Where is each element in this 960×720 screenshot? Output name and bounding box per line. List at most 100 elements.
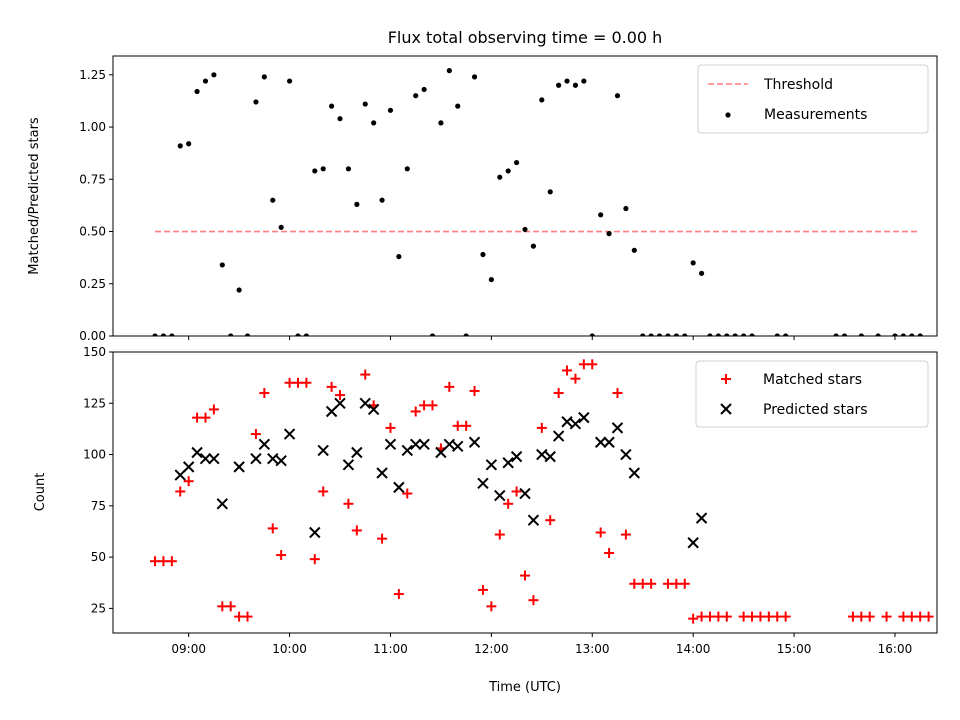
matched-star-point: [494, 529, 505, 540]
matched-star-point: [427, 400, 438, 411]
x-axis-label: Time (UTC): [488, 680, 561, 695]
matched-star-point: [738, 611, 749, 622]
measurement-point: [640, 333, 646, 336]
measurement-point: [749, 333, 755, 336]
measurement-point: [522, 226, 528, 233]
predicted-star-point: [393, 481, 405, 494]
predicted-star-point: [191, 446, 203, 459]
measurement-point: [396, 253, 402, 260]
predicted-star-point: [208, 452, 220, 465]
predicted-star-point: [258, 438, 271, 451]
measurement-point: [211, 72, 217, 78]
matched-star-point: [763, 611, 774, 622]
predicted-star-point: [536, 448, 548, 461]
matched-star-point: [704, 611, 715, 622]
matched-star-point: [578, 359, 589, 370]
x-tick-label: 15:00: [777, 642, 812, 656]
predicted-star-point: [620, 448, 632, 461]
matched-star-point: [662, 578, 673, 589]
matched-star-point: [780, 611, 791, 622]
predicted-star-point: [418, 438, 430, 451]
measurement-point: [253, 99, 259, 105]
y-tick-label: 50: [91, 550, 106, 564]
matched-star-point: [377, 533, 388, 544]
predicted-star-point: [409, 438, 422, 451]
y-tick-label: 25: [91, 601, 106, 615]
measurement-point: [169, 333, 175, 336]
predicted-star-point: [544, 450, 556, 463]
measurement-point: [598, 212, 604, 218]
bottom-panel: 25 50 75 100 125 150 09:00 10:00 11:00 12:00 13:00…: [83, 345, 938, 656]
matched-star-point: [309, 554, 320, 565]
y-tick-label: 75: [91, 499, 106, 513]
y-tick-label: 1.25: [79, 68, 106, 82]
legend-measurement-swatch: [725, 112, 731, 118]
matched-star-point: [570, 373, 581, 384]
measurement-point: [589, 333, 595, 336]
predicted-star-point: [182, 461, 195, 473]
matched-star-point: [915, 611, 926, 622]
measurement-point: [278, 224, 284, 230]
matched-star-point: [284, 377, 295, 388]
y-tick-label: 0.25: [79, 277, 106, 291]
predicted-star-point: [695, 512, 708, 524]
measurement-point: [228, 333, 234, 336]
matched-star-point: [234, 611, 245, 622]
y-tick-label: 125: [83, 396, 106, 410]
matched-star-point: [923, 611, 934, 622]
matched-star-point: [461, 420, 472, 431]
matched-star-point: [511, 486, 522, 497]
measurement-point: [698, 270, 705, 276]
measurement-point: [362, 101, 368, 107]
matched-star-point: [393, 589, 404, 600]
matched-star-point: [326, 381, 337, 392]
matched-star-point: [335, 390, 346, 401]
measurement-point: [547, 189, 553, 195]
measurement-point: [177, 143, 183, 149]
x-tick-label: 11:00: [373, 642, 408, 656]
measurement-point: [438, 120, 444, 126]
legend-matched-label: Matched stars: [763, 372, 862, 388]
matched-star-point: [629, 578, 640, 589]
predicted-star-point: [367, 403, 380, 416]
measurement-point: [429, 333, 436, 336]
measurement-point: [900, 333, 906, 336]
measurement-point: [261, 74, 267, 80]
measurement-point: [270, 197, 276, 203]
measurement-point: [463, 333, 469, 336]
matched-star-point: [292, 377, 303, 388]
measurement-point: [833, 333, 839, 336]
matched-star-point: [150, 556, 161, 567]
predicted-star-point: [569, 418, 582, 430]
matched-star-point: [192, 412, 203, 423]
measurement-point: [421, 86, 427, 93]
matched-star-point: [385, 422, 396, 433]
predicted-star-point: [452, 440, 464, 453]
measurement-point: [244, 333, 251, 336]
top-panel: 0.00 0.25 0.50 0.75 1.00 1.25 Threshold Measure…: [79, 55, 938, 343]
measurement-point: [379, 197, 385, 203]
matched-star-point: [200, 412, 211, 423]
top-y-axis-label: Matched/Predicted stars: [27, 117, 42, 275]
matched-star-point: [175, 486, 186, 497]
matched-star-point: [545, 515, 556, 526]
measurement-point: [875, 333, 881, 336]
matched-star-point: [688, 613, 699, 624]
measurement-point: [892, 333, 898, 336]
measurement-point: [656, 333, 663, 336]
y-tick-label: 1.00: [79, 120, 106, 134]
matched-star-point: [402, 488, 413, 499]
predicted-star-point: [603, 436, 615, 448]
matched-star-point: [360, 369, 371, 380]
predicted-star-point: [401, 444, 413, 457]
predicted-star-point: [275, 455, 287, 467]
matched-star-point: [604, 548, 615, 559]
matched-star-point: [351, 525, 362, 536]
matched-star-point: [755, 611, 766, 622]
predicted-star-point: [267, 452, 279, 465]
measurement-point: [345, 166, 352, 172]
measurement-point: [631, 247, 637, 253]
matched-star-point: [217, 601, 228, 612]
measurement-point: [295, 333, 301, 336]
